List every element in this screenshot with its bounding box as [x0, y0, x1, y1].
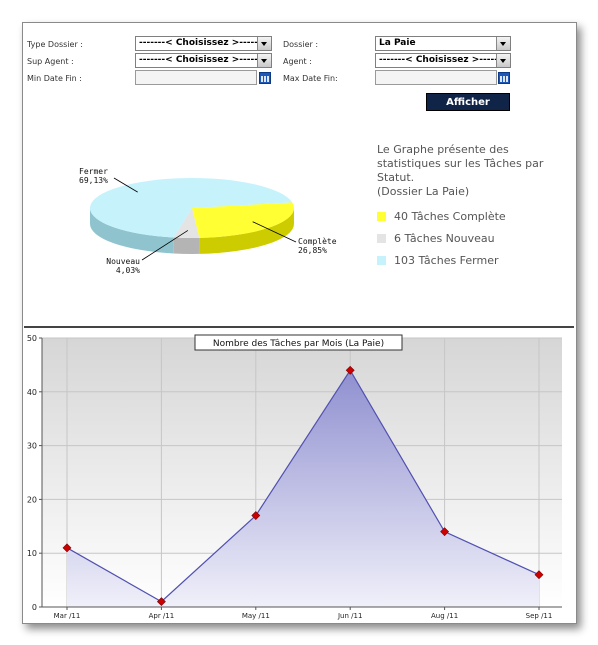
- pie-side-complète: [199, 208, 294, 254]
- pie-leader-line: [252, 221, 297, 243]
- chart-title-box: [194, 334, 403, 351]
- min-date-input[interactable]: [135, 70, 257, 85]
- legend-swatch: [377, 212, 386, 221]
- chevron-down-icon[interactable]: [496, 54, 510, 67]
- y-tick-label: 30: [27, 442, 37, 451]
- data-point: [156, 597, 166, 607]
- agent-label: Agent :: [283, 57, 312, 66]
- description-line: Le Graphe présente des: [377, 143, 509, 156]
- pie-slice-complète: [192, 202, 294, 238]
- data-point: [534, 570, 544, 580]
- min-date-label: Min Date Fin :: [27, 74, 82, 83]
- dossier-label: Dossier :: [283, 40, 319, 49]
- pie-slice-fermer: [90, 178, 293, 238]
- calendar-icon[interactable]: [498, 72, 510, 84]
- pie-leader-line: [113, 177, 138, 193]
- agent-value: -------< Choisissez >-------: [379, 55, 506, 65]
- description-line: Statut.: [377, 171, 415, 184]
- pie-side-nouveau: [173, 237, 200, 254]
- pie-pct-nouveau: 4,03%: [116, 266, 140, 275]
- data-point: [251, 511, 261, 520]
- sup-agent-select[interactable]: -------< Choisissez >-------: [135, 53, 272, 68]
- description-line: (Dossier La Paie): [377, 185, 470, 198]
- pie-leader-line: [141, 230, 189, 261]
- legend-swatch: [377, 234, 386, 243]
- type-dossier-select[interactable]: -------< Choisissez >-------: [135, 36, 272, 51]
- data-point: [345, 365, 355, 375]
- pie-label-fermer: Fermer: [79, 167, 108, 176]
- pie-side-fermer: [90, 208, 174, 254]
- chevron-down-icon[interactable]: [496, 37, 510, 50]
- x-tick-label: Apr /11: [149, 612, 175, 620]
- legend-item-fermer: 103 Tâches Fermer: [377, 254, 499, 267]
- line-chart-panel: 0 10 20 30 40 50 Mar /11 Apr /11 May /11 Jun /11 A…: [24, 326, 574, 622]
- y-tick-label: 0: [32, 603, 37, 612]
- area-fill: [67, 370, 539, 607]
- x-tick-label: Sep /11: [526, 612, 553, 620]
- max-date-label: Max Date Fin:: [283, 74, 338, 83]
- legend-swatch: [377, 256, 386, 265]
- pie-pct-complète: 26,85%: [298, 246, 327, 255]
- type-dossier-value: -------< Choisissez >-------: [139, 38, 266, 48]
- x-tick-label: Aug /11: [431, 612, 458, 620]
- legend-item-nouveau: 6 Tâches Nouveau: [377, 232, 495, 245]
- y-tick-label: 20: [27, 495, 37, 504]
- sup-agent-value: -------< Choisissez >-------: [139, 55, 266, 65]
- legend-text: 40 Tâches Complète: [394, 210, 506, 223]
- area-chart: 0 10 20 30 40 50 Mar /11 Apr /11 May /11 Jun /11 A…: [27, 334, 562, 620]
- chevron-down-icon[interactable]: [257, 54, 271, 67]
- legend-item-complete: 40 Tâches Complète: [377, 210, 506, 223]
- afficher-button[interactable]: Afficher: [426, 93, 510, 111]
- chart-title: Nombre des Tâches par Mois (La Paie): [213, 339, 384, 349]
- data-point: [440, 527, 450, 537]
- x-tick-label: May /11: [242, 612, 270, 620]
- dossier-select[interactable]: La Paie: [375, 36, 511, 51]
- pie-label-complète: Complète: [298, 236, 337, 246]
- y-tick-label: 50: [27, 334, 37, 343]
- y-tick-label: 40: [27, 388, 37, 397]
- sup-agent-label: Sup Agent :: [27, 57, 74, 66]
- x-tick-label: Jun /11: [337, 612, 362, 620]
- agent-select[interactable]: -------< Choisissez >-------: [375, 53, 511, 68]
- chevron-down-icon[interactable]: [257, 37, 271, 50]
- description-line: statistiques sur les Tâches par: [377, 157, 544, 170]
- x-tick-label: Mar /11: [54, 612, 81, 620]
- y-tick-label: 10: [27, 549, 37, 558]
- legend-text: 103 Tâches Fermer: [394, 254, 499, 267]
- pie-pct-fermer: 69,13%: [79, 176, 108, 185]
- data-point: [62, 543, 72, 553]
- max-date-input[interactable]: [375, 70, 497, 85]
- legend-text: 6 Tâches Nouveau: [394, 232, 495, 245]
- dossier-value: La Paie: [379, 38, 416, 48]
- pie-slice-nouveau: [173, 208, 200, 238]
- pie-label-nouveau: Nouveau: [106, 257, 140, 266]
- calendar-icon[interactable]: [259, 72, 271, 84]
- type-dossier-label: Type Dossier :: [27, 40, 83, 49]
- pie-description: Le Graphe présente des statistiques sur …: [377, 143, 567, 199]
- series-line: [66, 369, 540, 603]
